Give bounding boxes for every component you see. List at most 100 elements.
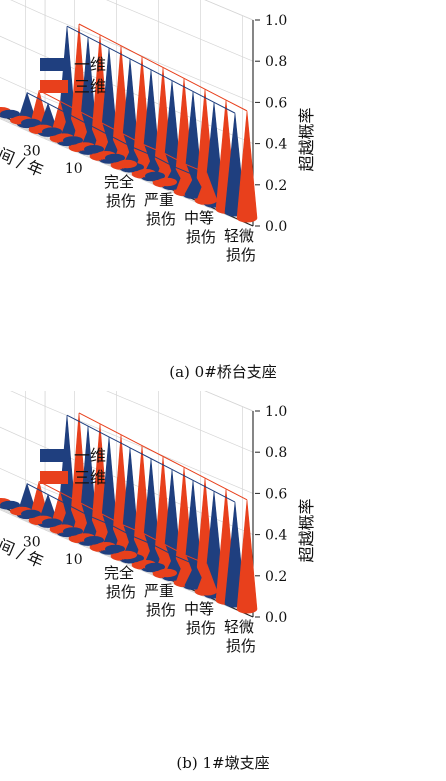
- grid-line: [0, 77, 46, 98]
- z-tick-label: 0.2: [265, 569, 287, 585]
- cone-base: [84, 536, 104, 545]
- cone-base: [157, 177, 177, 187]
- cone-mark: [157, 177, 177, 187]
- x-tick-label-line2: 损伤: [146, 210, 176, 228]
- chart-panel-a: 0.00.20.40.60.81.0超越概率9070503010服役时间 / 年…: [0, 0, 316, 381]
- legend-swatch-three-d: [40, 471, 68, 484]
- panel-caption: (b) 1#墩支座: [176, 754, 269, 772]
- cone-base: [42, 127, 62, 136]
- z-axis-label: 超越概率: [297, 498, 316, 562]
- grid-line: [106, 0, 254, 62]
- cone-mark: [117, 550, 137, 560]
- z-tick-label: 0.8: [265, 54, 287, 70]
- cone-mark: [145, 171, 165, 181]
- cone-mark: [0, 500, 20, 510]
- cone-mark: [0, 109, 20, 119]
- cone-base: [105, 544, 125, 554]
- series-top-line: [38, 481, 208, 565]
- grid-line: [0, 468, 46, 489]
- z-tick-label: 0.0: [265, 219, 287, 235]
- x-tick-label-line1: 完全: [104, 564, 134, 582]
- x-tick-label-line1: 轻微: [224, 227, 254, 245]
- cone-base: [117, 550, 137, 560]
- cone-base: [0, 109, 20, 119]
- cone-mark: [236, 499, 258, 614]
- z-tick-label: 0.4: [265, 528, 287, 544]
- cone-base: [117, 159, 137, 169]
- panel-caption: (a) 0#桥台支座: [169, 363, 277, 381]
- cone-mark: [21, 509, 41, 518]
- y-tick-label: 10: [65, 552, 83, 568]
- cone-base: [42, 518, 62, 527]
- series-top-line: [78, 23, 248, 112]
- grid-line: [0, 35, 46, 57]
- cone-body: [236, 499, 258, 614]
- legend-label-one-d: 一维: [74, 446, 106, 465]
- series-top-line: [26, 92, 196, 176]
- cone-base: [105, 153, 125, 163]
- series-top-line: [66, 25, 236, 114]
- cone-mark: [105, 153, 125, 163]
- legend-label-one-d: 一维: [74, 55, 106, 74]
- cone-mark: [42, 518, 62, 527]
- cone-mark: [63, 136, 83, 145]
- z-tick-label: 0.0: [265, 610, 287, 626]
- x-tick-label-line2: 损伤: [226, 637, 256, 655]
- legend-swatch-one-d: [40, 449, 68, 462]
- cones: [0, 23, 258, 223]
- x-tick-label-line2: 损伤: [106, 583, 136, 601]
- series-top-line: [38, 90, 208, 174]
- grid-line: [204, 0, 254, 21]
- grid-line: [0, 509, 44, 530]
- x-tick-label-line1: 完全: [104, 173, 134, 191]
- cone-base: [21, 118, 41, 128]
- x-tick-label-line1: 严重: [144, 191, 174, 209]
- cone-base: [0, 500, 20, 510]
- cone-base: [145, 171, 165, 181]
- cone-base: [157, 568, 177, 578]
- grid-line: [106, 391, 254, 453]
- series-top-line: [66, 414, 236, 503]
- grid-line: [204, 391, 254, 412]
- cone-mark: [42, 127, 62, 136]
- cone-body: [236, 110, 258, 223]
- z-tick-label: 1.0: [265, 13, 287, 29]
- legend-label-three-d: 三维: [74, 468, 106, 487]
- x-tick-label-line2: 损伤: [186, 619, 216, 637]
- cone-mark: [84, 536, 104, 545]
- x-tick-label-line2: 损伤: [146, 601, 176, 619]
- y-tick-label: 30: [23, 144, 41, 160]
- x-tick-label-line2: 损伤: [226, 246, 256, 264]
- cone-base: [145, 562, 165, 572]
- legend-label-three-d: 三维: [74, 77, 106, 96]
- x-tick-label-line1: 中等: [184, 600, 214, 618]
- series-top-line: [78, 412, 248, 501]
- legend-swatch-one-d: [40, 58, 68, 71]
- cone-mark: [84, 145, 104, 154]
- x-tick-label-line2: 损伤: [186, 228, 216, 246]
- legend-swatch-three-d: [40, 80, 68, 93]
- cone-mark: [236, 110, 258, 223]
- cone-body: [196, 563, 218, 596]
- x-tick-label-line2: 损伤: [106, 192, 136, 210]
- x-tick-label-line1: 轻微: [224, 618, 254, 636]
- cone-mark: [157, 568, 177, 578]
- chart-panel-b: 0.00.20.40.60.81.0超越概率9070503010服役时间 / 年…: [0, 391, 316, 772]
- x-tick-label-line1: 严重: [144, 582, 174, 600]
- cone-base: [63, 527, 83, 536]
- grid-line: [10, 0, 46, 16]
- z-tick-label: 1.0: [265, 404, 287, 420]
- cone-base: [84, 145, 104, 154]
- cone-mark: [105, 544, 125, 554]
- grid-line: [0, 118, 44, 139]
- cone-mark: [145, 562, 165, 572]
